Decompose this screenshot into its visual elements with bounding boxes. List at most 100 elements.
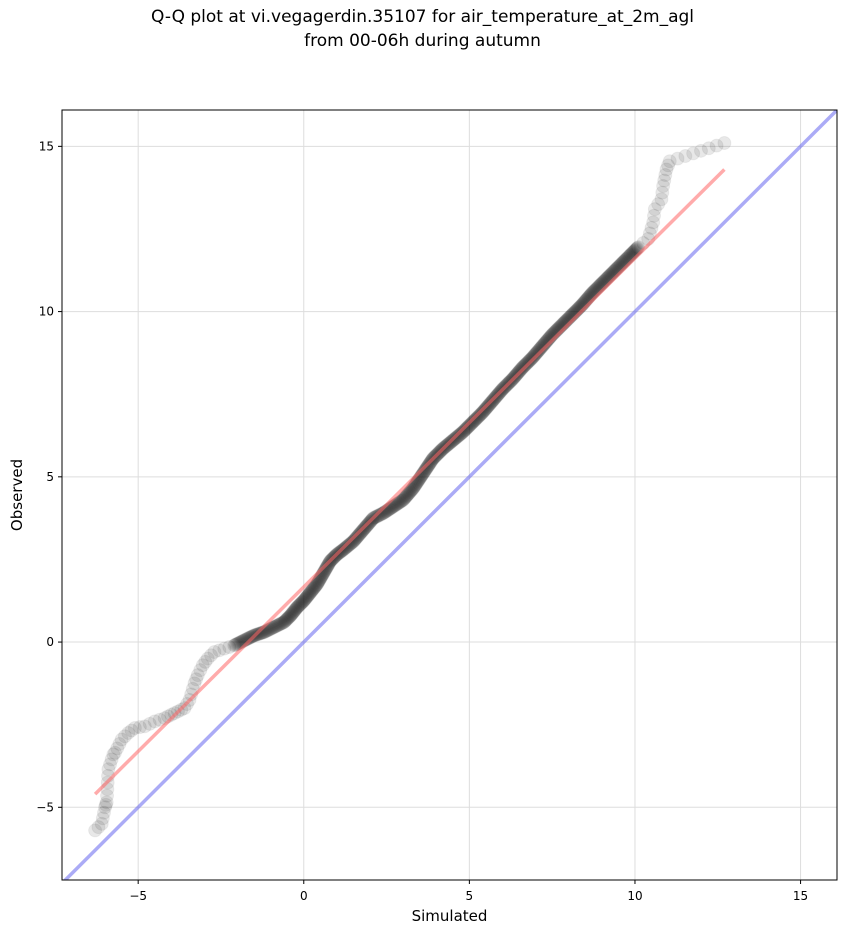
quantile-point xyxy=(342,537,357,552)
quantile-point xyxy=(96,805,111,820)
quantile-point xyxy=(286,604,301,619)
quantile-point xyxy=(127,720,142,735)
quantile-point xyxy=(229,637,244,652)
quantile-point xyxy=(304,583,319,598)
quantile-point xyxy=(281,610,296,625)
quantile-point xyxy=(404,483,419,498)
quantile-point xyxy=(91,820,106,835)
quantile-point xyxy=(533,341,548,356)
quantile-point xyxy=(419,460,434,475)
quantile-point xyxy=(265,620,280,635)
quantile-point xyxy=(352,526,367,541)
quantile-point xyxy=(403,483,418,498)
quantile-point xyxy=(307,580,322,595)
y-axis-label: Observed xyxy=(8,459,26,531)
quantile-point xyxy=(659,162,674,177)
quantile-point xyxy=(264,621,279,636)
quantile-point xyxy=(392,495,407,510)
quantile-point xyxy=(284,606,299,621)
quantile-point xyxy=(644,220,659,235)
x-axis-label: Simulated xyxy=(412,907,488,925)
quantile-point xyxy=(526,349,541,364)
quantile-point xyxy=(471,409,486,424)
quantile-point xyxy=(273,616,288,631)
quantile-point xyxy=(391,495,406,510)
quantile-point xyxy=(299,590,314,605)
quantile-point xyxy=(452,427,467,442)
quantile-point xyxy=(164,707,179,722)
quantile-point xyxy=(288,602,303,617)
x-tick-label: 15 xyxy=(793,889,808,903)
quantile-point xyxy=(291,598,306,613)
quantile-point xyxy=(285,606,300,621)
quantile-point xyxy=(280,611,295,626)
quantile-point xyxy=(474,406,489,421)
quantile-point xyxy=(272,617,287,632)
quantile-point xyxy=(371,508,386,523)
quantile-point xyxy=(654,192,669,207)
quantile-point xyxy=(308,578,323,593)
quantile-point xyxy=(293,596,308,611)
quantile-point xyxy=(269,618,284,633)
quantile-point xyxy=(464,416,479,431)
quantile-point xyxy=(454,426,469,441)
quantile-point xyxy=(207,644,222,659)
quantile-point xyxy=(655,185,670,200)
quantile-point xyxy=(106,747,121,762)
quantile-point xyxy=(284,607,299,622)
quantile-point xyxy=(401,487,416,502)
quantile-point xyxy=(295,595,310,610)
fit-line xyxy=(93,168,726,796)
quantile-point xyxy=(458,422,473,437)
quantile-point xyxy=(100,788,115,803)
quantile-point xyxy=(302,587,317,602)
x-tick-label: 0 xyxy=(300,889,308,903)
quantile-point xyxy=(124,723,139,738)
quantile-point xyxy=(305,583,320,598)
quantile-point xyxy=(270,618,285,633)
quantile-point xyxy=(287,603,302,618)
quantile-point xyxy=(222,640,237,655)
quantile-point xyxy=(402,485,417,500)
quantile-point xyxy=(187,676,202,691)
identity-line xyxy=(62,110,837,880)
quantile-point xyxy=(662,154,677,169)
quantile-point xyxy=(717,136,732,151)
quantile-point xyxy=(418,462,433,477)
quantile-point xyxy=(195,658,210,673)
quantile-point xyxy=(472,408,487,423)
quantile-point xyxy=(137,719,152,734)
quantile-point xyxy=(398,489,413,504)
quantile-point xyxy=(477,403,492,418)
quantile-point xyxy=(534,340,549,355)
quantile-point xyxy=(457,423,472,438)
quantile-point xyxy=(177,701,192,716)
quantile-point xyxy=(420,460,435,475)
quantile-point xyxy=(298,592,313,607)
quantile-point xyxy=(142,716,157,731)
quantile-point xyxy=(303,585,318,600)
quantile-point xyxy=(217,641,232,656)
quantile-point xyxy=(310,576,325,591)
quantile-point xyxy=(306,582,321,597)
quantile-point xyxy=(296,593,311,608)
quantile-point xyxy=(107,745,122,760)
quantile-point xyxy=(396,492,411,507)
quantile-point xyxy=(292,598,307,613)
quantile-point xyxy=(147,714,162,729)
quantile-point xyxy=(345,534,360,549)
quantile-point xyxy=(396,492,411,507)
quantile-point xyxy=(271,617,286,632)
quantile-point xyxy=(467,413,482,428)
quantile-point xyxy=(347,532,362,547)
y-tick-label: 0 xyxy=(46,635,54,649)
quantile-point xyxy=(343,537,358,552)
quantile-point xyxy=(198,654,213,669)
quantile-point xyxy=(406,481,421,496)
quantile-point xyxy=(461,419,476,434)
quantile-point xyxy=(530,345,545,360)
quantile-point xyxy=(267,619,282,634)
quantile-point xyxy=(389,497,404,512)
quantile-point xyxy=(242,630,257,645)
